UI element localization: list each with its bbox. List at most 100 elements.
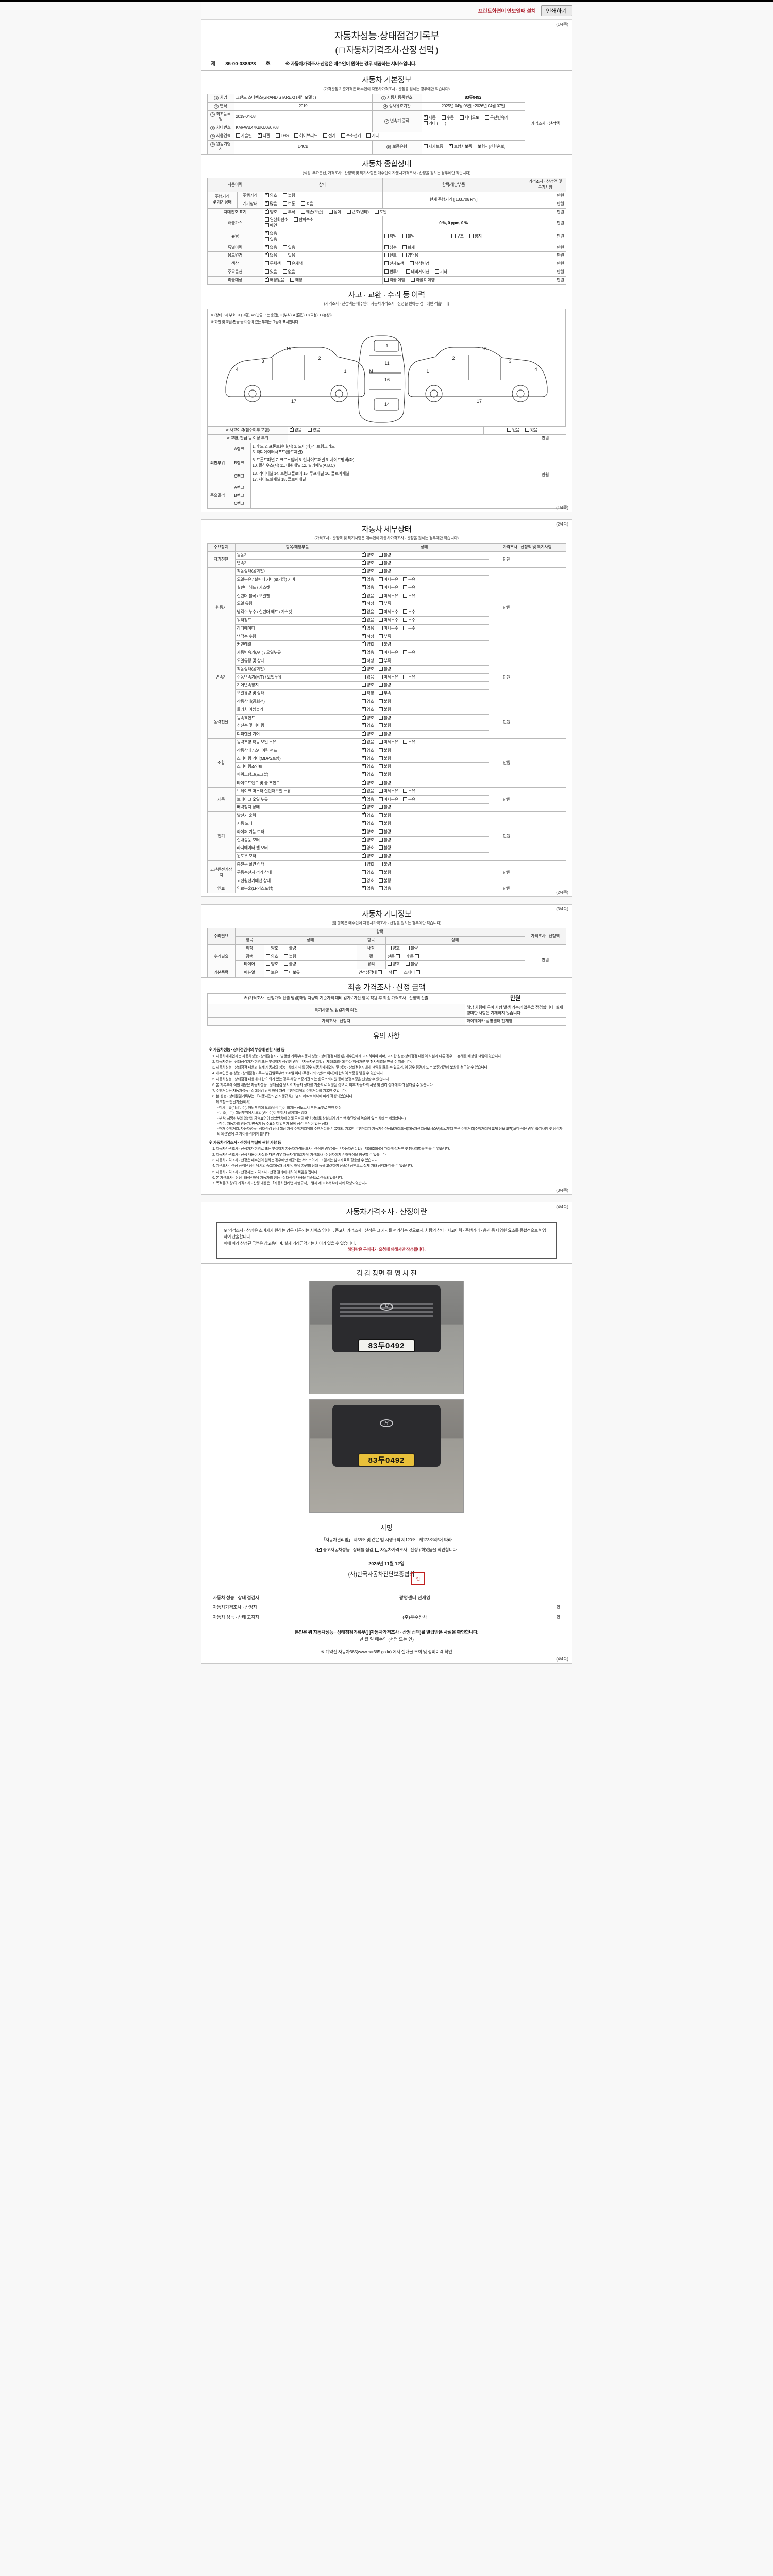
option-options-none[interactable]: 없음 — [282, 269, 295, 275]
checkbox-icon[interactable] — [378, 748, 383, 752]
checkbox-icon[interactable] — [282, 245, 287, 249]
option-fuel-lpg[interactable]: LPG — [275, 133, 289, 139]
checkbox-icon[interactable] — [361, 861, 366, 866]
option-warranty-insurer[interactable]: 보험사보증 — [448, 143, 472, 150]
option-special-fire[interactable]: 화재 — [402, 245, 415, 251]
option-누유[interactable]: 누유 — [402, 577, 415, 583]
checkbox-icon[interactable] — [378, 788, 383, 793]
checkbox-icon[interactable] — [378, 878, 383, 883]
option-미세누수[interactable]: 미세누수 — [378, 609, 398, 615]
checkbox-icon[interactable] — [378, 845, 383, 850]
checkbox-icon[interactable] — [361, 706, 366, 711]
checkbox-icon[interactable] — [378, 796, 383, 801]
checkbox-icon[interactable] — [346, 209, 351, 214]
checkbox-icon[interactable] — [289, 426, 294, 432]
checkbox-icon[interactable] — [434, 269, 439, 274]
checkbox-icon[interactable] — [361, 640, 366, 647]
option-양호[interactable]: 양호 — [361, 779, 374, 786]
option-tuning-none[interactable]: 없음 — [264, 230, 277, 237]
checkbox-icon[interactable] — [387, 962, 392, 967]
option-color-achromatic[interactable]: 무채색 — [264, 261, 281, 267]
option-없음[interactable]: 없음 — [361, 795, 374, 803]
checkbox-icon[interactable] — [402, 577, 407, 582]
checkbox-icon[interactable] — [361, 771, 366, 777]
checkbox-icon[interactable] — [402, 796, 407, 801]
checkbox-icon[interactable] — [283, 945, 288, 950]
option-없음[interactable]: 없음 — [361, 624, 374, 632]
option-미세누유[interactable]: 미세누유 — [378, 650, 398, 656]
option-options-yes[interactable]: 있음 — [264, 269, 277, 275]
option-tire-good[interactable]: 양호 — [265, 962, 278, 968]
checkbox-icon[interactable] — [378, 674, 383, 679]
option-emission-co[interactable]: 일산화탄소 — [264, 217, 288, 223]
option-불량[interactable]: 불량 — [378, 813, 391, 819]
option-양호[interactable]: 양호 — [361, 683, 374, 688]
checkbox-icon[interactable] — [378, 585, 383, 589]
option-gauge-normal[interactable]: 보통 — [282, 201, 295, 207]
option-usage-yes[interactable]: 있음 — [282, 253, 295, 259]
option-누유[interactable]: 누유 — [402, 585, 415, 591]
option-불량[interactable]: 불량 — [378, 829, 391, 835]
option-usage-none[interactable]: 없음 — [264, 251, 277, 259]
checkbox-icon[interactable] — [283, 962, 288, 967]
checkbox-icon[interactable] — [378, 772, 383, 777]
option-없음[interactable]: 없음 — [361, 738, 374, 745]
option-누수[interactable]: 누수 — [402, 625, 415, 632]
option-양호[interactable]: 양호 — [361, 559, 374, 566]
checkbox-icon[interactable] — [378, 683, 383, 687]
photo-front[interactable]: H 83두0492 — [309, 1280, 464, 1394]
checkbox-icon[interactable] — [283, 970, 288, 975]
option-options-sunroof[interactable]: 썬루프 — [384, 269, 400, 275]
option-불량[interactable]: 불량 — [378, 764, 391, 770]
option-jack[interactable]: 잭 — [389, 970, 398, 976]
option-양호[interactable]: 양호 — [361, 755, 374, 762]
option-recall-na[interactable]: 해당없음 — [264, 276, 284, 283]
checkbox-icon[interactable] — [361, 844, 366, 850]
option-미세누유[interactable]: 미세누유 — [378, 796, 398, 803]
checkbox-icon[interactable] — [361, 551, 366, 557]
checkbox-icon[interactable] — [525, 428, 529, 432]
option-불량[interactable]: 불량 — [378, 781, 391, 786]
option-vin-corrosion[interactable]: 부식 — [282, 209, 295, 215]
checkbox-icon[interactable] — [378, 837, 383, 842]
checkbox-icon[interactable] — [264, 200, 269, 206]
checkbox-icon[interactable] — [361, 559, 366, 565]
option-없음[interactable]: 없음 — [361, 592, 374, 599]
option-양호[interactable]: 양호 — [361, 699, 374, 705]
option-누수[interactable]: 누수 — [402, 609, 415, 615]
checkbox-icon[interactable] — [377, 970, 382, 975]
option-fuel-other[interactable]: 기타 — [366, 133, 379, 139]
option-누유[interactable]: 누유 — [402, 674, 415, 681]
option-불량[interactable]: 불량 — [378, 861, 391, 868]
checkbox-icon[interactable] — [459, 115, 464, 120]
option-불량[interactable]: 불량 — [378, 756, 391, 762]
option-vin-different[interactable]: 상이 — [328, 209, 341, 215]
checkbox-icon[interactable] — [361, 820, 366, 825]
checkbox-icon[interactable] — [265, 954, 270, 958]
checkbox-icon[interactable] — [294, 133, 298, 138]
checkbox-icon[interactable] — [264, 276, 269, 282]
checkbox-icon[interactable] — [384, 261, 389, 266]
checkbox-icon[interactable] — [361, 738, 366, 744]
checkbox-icon[interactable] — [264, 269, 269, 274]
option-불량[interactable]: 불량 — [378, 707, 391, 713]
option-color-fullpaint[interactable]: 전체도색 — [384, 261, 404, 267]
option-양호[interactable]: 양호 — [361, 878, 374, 884]
option-mileage-good[interactable]: 양호 — [264, 192, 277, 199]
checkbox-icon[interactable] — [402, 585, 407, 589]
checkbox-icon[interactable] — [361, 665, 366, 671]
option-누유[interactable]: 누유 — [402, 593, 415, 599]
checkbox-icon[interactable] — [361, 699, 366, 704]
checkbox-icon[interactable] — [378, 699, 383, 704]
option-불량[interactable]: 불량 — [378, 732, 391, 737]
option-양호[interactable]: 양호 — [361, 820, 374, 827]
option-미세누유[interactable]: 미세누유 — [378, 577, 398, 583]
option-없음[interactable]: 없음 — [361, 616, 374, 623]
option-누유[interactable]: 누유 — [402, 796, 415, 803]
checkbox-icon[interactable] — [384, 277, 389, 282]
checkbox-icon[interactable] — [361, 803, 366, 809]
option-fuel-gasoline[interactable]: 가솔린 — [236, 133, 252, 139]
checkbox-icon[interactable] — [378, 829, 383, 834]
checkbox-icon[interactable] — [378, 805, 383, 809]
checkbox-icon[interactable] — [402, 618, 407, 622]
